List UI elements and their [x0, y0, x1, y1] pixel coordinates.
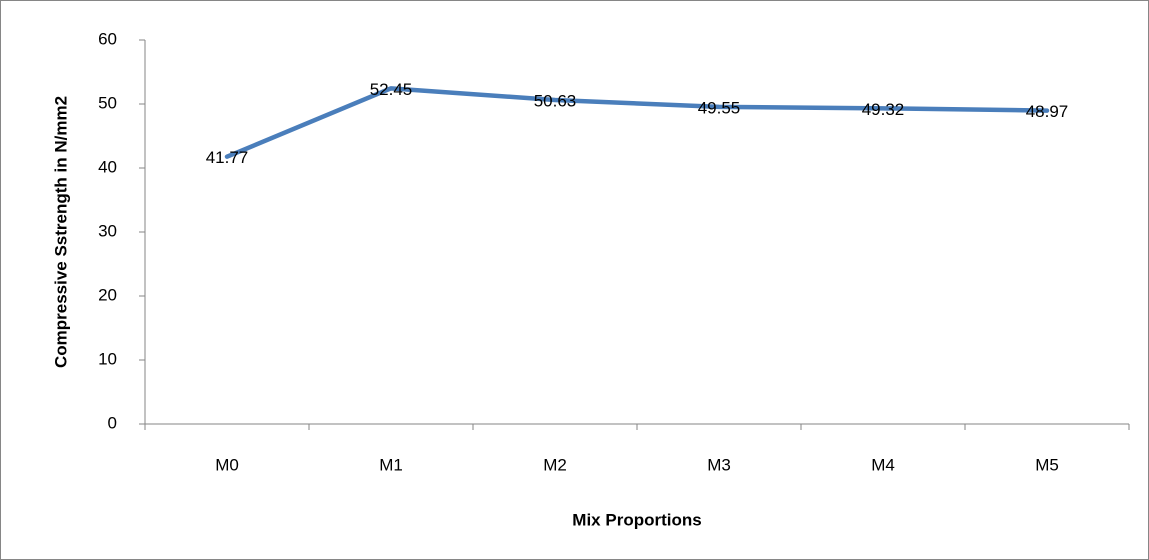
y-axis-title: Compressive Sstrength in N/mm2 [51, 96, 70, 368]
x-tick-label: M1 [379, 455, 403, 474]
y-tick-label: 40 [98, 157, 117, 176]
data-label: 49.32 [862, 100, 905, 119]
data-label: 49.55 [698, 98, 741, 117]
x-tick-label: M3 [707, 455, 731, 474]
data-label: 50.63 [534, 91, 577, 110]
y-tick-label: 0 [108, 413, 117, 432]
data-label: 41.77 [206, 148, 249, 167]
y-tick-label: 20 [98, 285, 117, 304]
x-tick-label: M4 [871, 455, 895, 474]
x-tick-label: M2 [543, 455, 567, 474]
line [224, 86, 1050, 159]
y-tick-label: 30 [98, 221, 117, 240]
x-tick-label: M5 [1035, 455, 1059, 474]
x-axis-title: Mix Proportions [572, 510, 701, 529]
y-tick-label: 10 [98, 349, 117, 368]
y-tick-label: 50 [98, 93, 117, 112]
data-label: 48.97 [1026, 102, 1069, 121]
x-tick-label: M0 [215, 455, 239, 474]
data-label: 52.45 [370, 80, 413, 99]
y-tick-label: 60 [98, 29, 117, 48]
